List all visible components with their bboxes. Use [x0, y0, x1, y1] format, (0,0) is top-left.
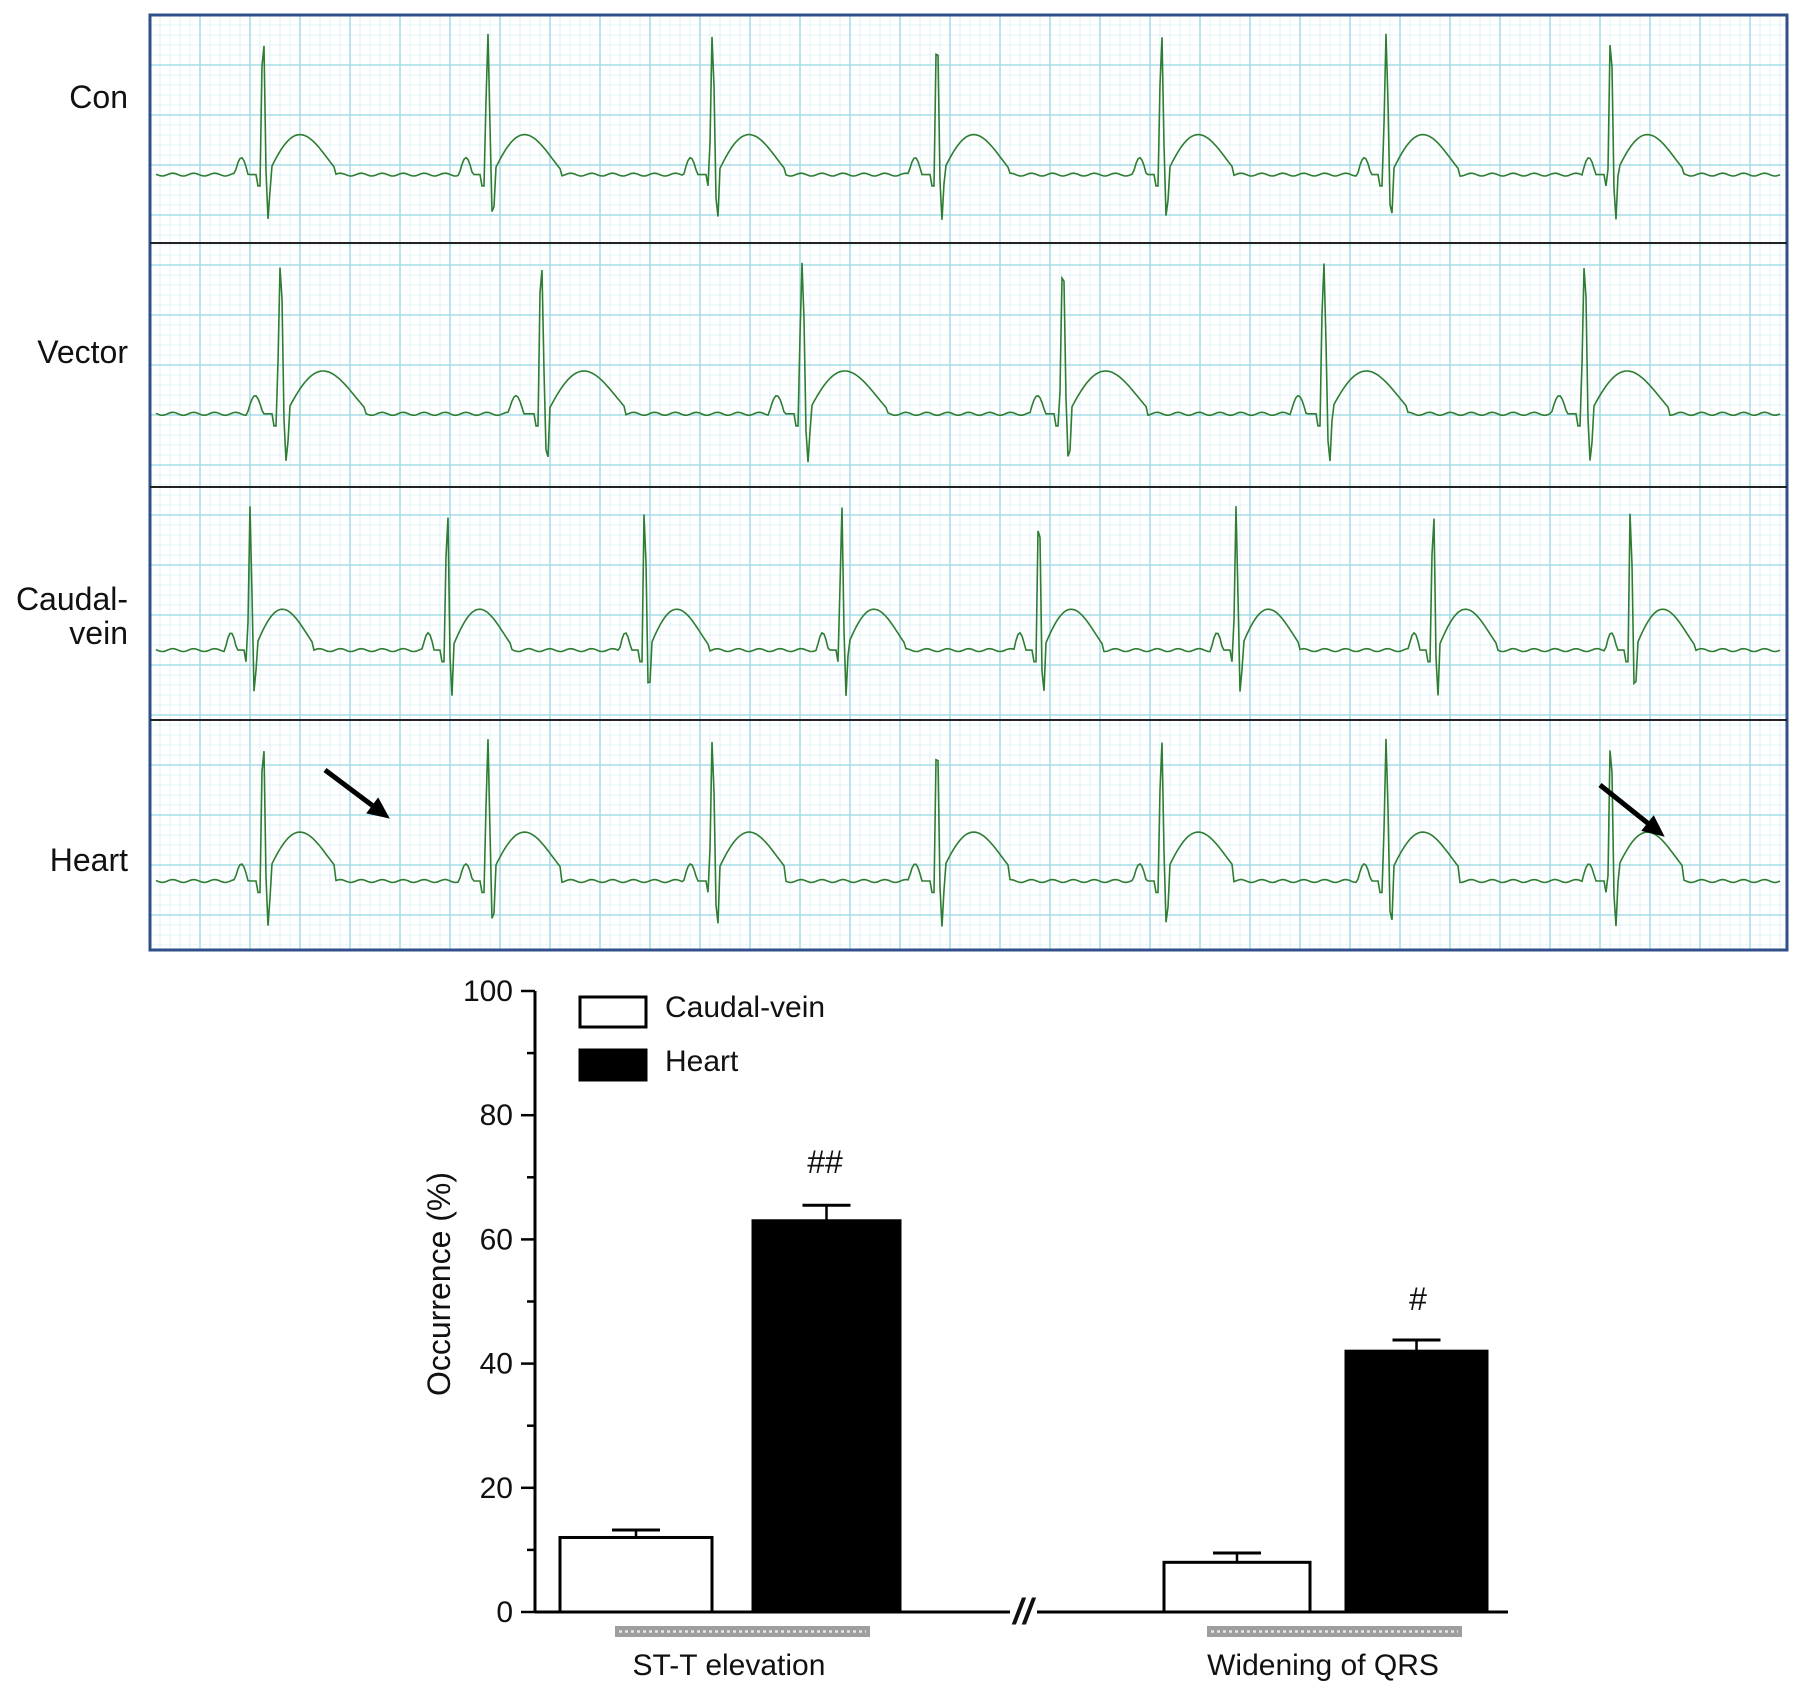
arrowhead-icon-0	[366, 797, 390, 819]
category-label-st-t-elevation: ST-T elevation	[633, 1649, 826, 1682]
bar-1-0	[1162, 1560, 1312, 1614]
ecg-arrows	[323, 768, 1665, 837]
ecg-traces	[155, 33, 1781, 927]
bar-1-1	[1344, 1349, 1489, 1614]
ecg-trace-3	[155, 738, 1781, 927]
legend-label-caudal-vein: Caudal-vein	[665, 991, 825, 1024]
bar-chart-svg: Occurrence (%) Caudal-vein Heart ST-T el…	[421, 975, 1508, 1682]
y-tick-label: 40	[480, 1348, 513, 1381]
y-axis-label: Occurrence (%)	[421, 1172, 457, 1396]
y-tick-label: 0	[496, 1596, 513, 1629]
annotation-st-t: ##	[807, 1144, 843, 1180]
legend-swatch-heart	[578, 1048, 648, 1082]
category-bracket-0	[615, 1626, 870, 1637]
bar-0-0	[558, 1535, 714, 1614]
y-tick-label: 80	[480, 1099, 513, 1132]
ecg-frames	[148, 13, 1789, 952]
annotation-qrs: #	[1409, 1281, 1427, 1317]
axis-break-mark: //	[1011, 1591, 1037, 1632]
ecg-trace-1	[155, 262, 1781, 463]
arrowhead-icon-1	[1641, 815, 1665, 837]
y-tick-label: 60	[480, 1223, 513, 1256]
category-label-widening-of-qrs: Widening of QRS	[1207, 1649, 1439, 1682]
legend-swatch-caudal-vein	[578, 995, 648, 1029]
bar-chart: Occurrence (%) Caudal-vein Heart ST-T el…	[400, 955, 1540, 1688]
ecg-label-vector: Vector	[37, 334, 128, 370]
ecg-label-con: Con	[69, 79, 128, 115]
ecg-outer-frame	[148, 13, 1789, 952]
ecg-grid	[149, 14, 1787, 950]
ecg-label-caudal-vein: Caudal- vein	[15, 581, 128, 651]
ecg-figure: Con Vector Caudal- vein Heart	[15, 13, 1789, 952]
category-bracket-1	[1207, 1626, 1462, 1637]
legend-label-heart: Heart	[665, 1045, 739, 1078]
bar-0-1	[751, 1219, 902, 1614]
ecg-trace-0	[155, 33, 1781, 220]
ecg-label-heart: Heart	[49, 842, 128, 878]
ecg-panels	[148, 13, 1789, 952]
y-tick-label: 100	[463, 975, 513, 1008]
ecg-trace-2	[155, 506, 1781, 696]
y-tick-label: 20	[480, 1472, 513, 1505]
